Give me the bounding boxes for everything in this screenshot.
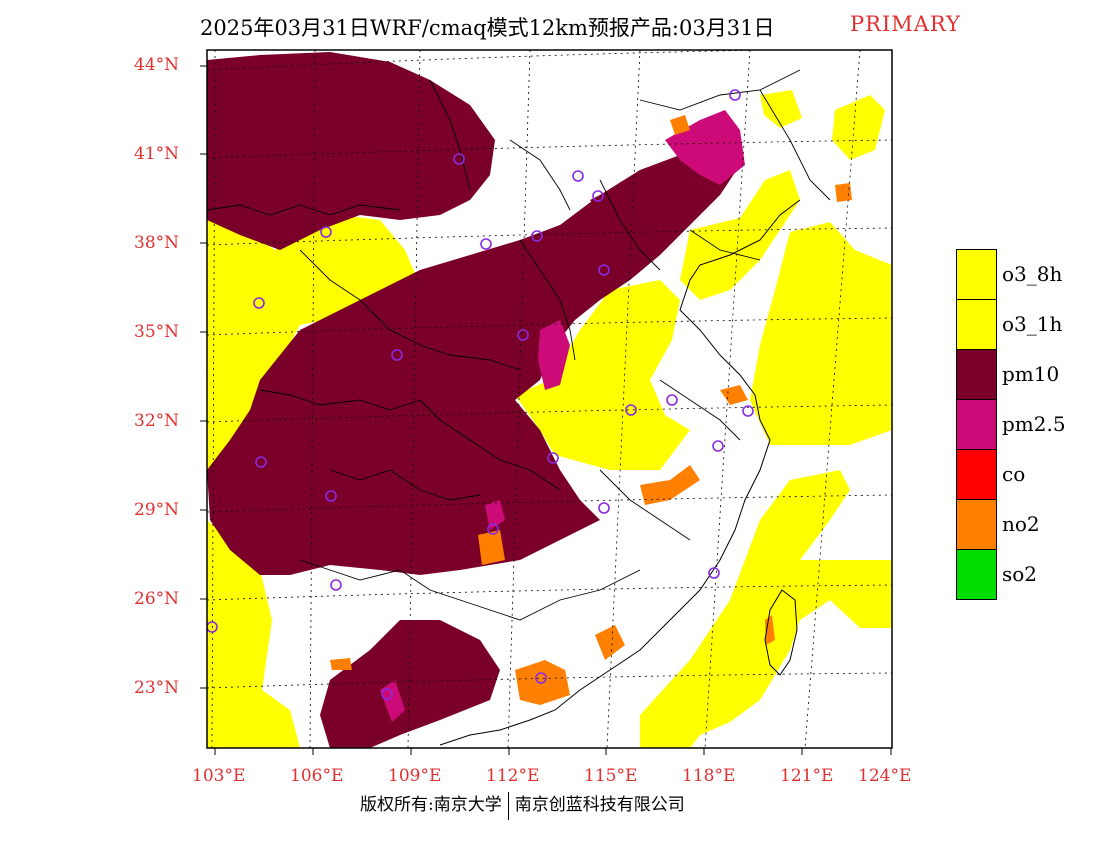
station-marker [381,688,393,700]
station-marker [330,579,342,591]
legend-swatch [956,299,997,350]
map-frame [206,49,893,749]
station-marker [325,490,337,502]
legend-item-so2: so2 [956,549,1096,600]
o3-northeast [832,95,885,160]
legend-swatch [956,449,997,500]
lat-label: 41°N [134,144,180,164]
legend-swatch [956,249,997,300]
station-marker [255,456,267,468]
o3-west-south [207,520,300,748]
legend-label: pm10 [1002,362,1060,386]
station-marker [708,567,720,579]
no2-yrd [720,385,748,405]
footer-left: 版权所有:南京大学 [360,795,502,815]
lon-label: 109°E [388,766,442,786]
lon-label: 106°E [290,766,344,786]
lat-label: 32°N [134,411,180,431]
legend-label: o3_1h [1002,312,1063,336]
station-marker [547,452,559,464]
footer-right: 南京创蓝科技有限公司 [514,795,685,815]
station-marker [253,297,265,309]
legend-swatch [956,399,997,450]
station-marker [666,394,678,406]
no2-e-coast [640,465,700,505]
station-marker [729,89,741,101]
legend-swatch [956,549,997,600]
no2-yellowsea [835,183,852,202]
pm10-band [207,150,740,575]
lat-label: 44°N [134,55,180,75]
pm10-north [207,52,495,250]
station-marker [517,329,529,341]
pm25-south [485,500,505,530]
lon-label: 124°E [858,766,912,786]
pm10-regions [207,52,740,748]
pm25-sw [380,680,405,722]
station-marker [531,230,543,242]
legend-label: co [1002,462,1026,486]
no2-fj [595,625,625,660]
legend-label: no2 [1002,512,1040,536]
lon-label: 112°E [486,766,540,786]
o3-ocean-south [640,470,892,748]
legend-item-no2: no2 [956,499,1096,550]
lat-label: 29°N [134,500,180,520]
station-marker [487,523,499,535]
o3-zj [760,90,802,128]
station-marker [625,404,637,416]
station-marker [207,621,218,633]
pm10-hb [590,185,650,225]
station-marker [480,238,492,250]
o3-ocean-east [750,222,892,445]
station-marker [712,440,724,452]
copyright-footer: 版权所有:南京大学 南京创蓝科技有限公司 [360,790,685,820]
legend-item-co: co [956,449,1096,500]
lon-label: 118°E [682,766,736,786]
primary-tag: PRIMARY [850,12,961,36]
pm10-south [320,620,500,748]
legend-label: so2 [1002,562,1038,586]
station-marker [598,502,610,514]
legend-swatch [956,349,997,400]
station-marker [742,405,754,417]
lat-label: 35°N [134,322,180,342]
lat-label: 23°N [134,678,180,698]
legend-label: pm2.5 [1002,412,1066,436]
station-marker [391,349,403,361]
station-markers [207,89,754,700]
lat-label: 38°N [134,233,180,253]
pm25-central [538,320,570,390]
legend-label: o3_8h [1002,262,1063,286]
legend-item-pm10: pm10 [956,349,1096,400]
province-borders [207,69,831,621]
lon-label: 115°E [584,766,638,786]
station-marker [535,672,547,684]
station-marker [598,264,610,276]
map-title: 2025年03月31日WRF/cmaq模式12km预报产品:03月31日 [200,16,775,40]
coastline [439,199,801,746]
graticule [207,50,892,748]
legend-item-o3-8h: o3_8h [956,249,1096,300]
o3-shandong [680,170,800,300]
station-marker [453,153,465,165]
station-marker [592,190,604,202]
legend-item-pm25: pm2.5 [956,399,1096,450]
lat-label: 26°N [134,589,180,609]
no2-gx [330,658,352,670]
footer-separator [507,791,509,820]
lon-label: 103°E [192,766,246,786]
o3-central [515,280,690,470]
lon-label: 121°E [780,766,834,786]
legend-item-o3-1h: o3_1h [956,299,1096,350]
axis-ticks [200,65,892,755]
station-marker [572,170,584,182]
no2-cs [478,530,505,565]
no2-ne [670,115,690,135]
station-marker [320,226,332,238]
legend-swatch [956,499,997,550]
